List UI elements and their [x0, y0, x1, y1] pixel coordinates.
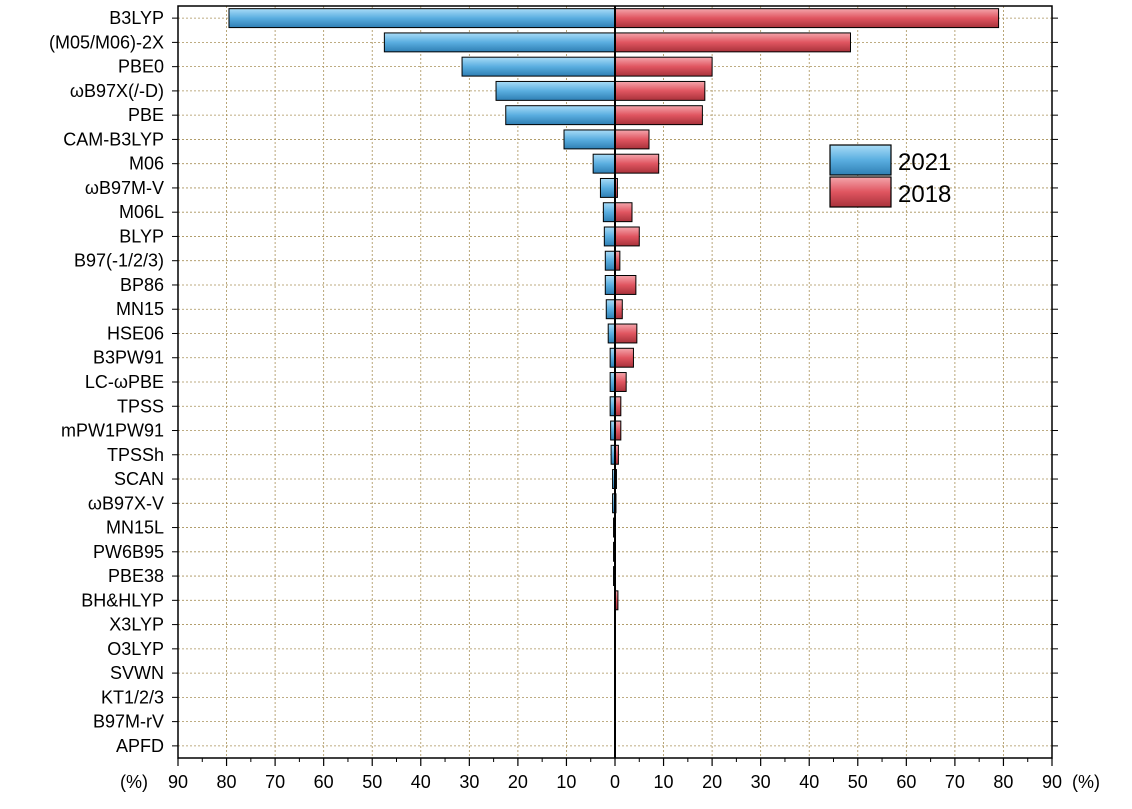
category-label: BP86: [120, 275, 164, 295]
category-label: BLYP: [119, 226, 164, 246]
category-label: APFD: [116, 736, 164, 756]
x-unit-label-right: (%): [1072, 772, 1100, 792]
category-label: B97(-1/2/3): [74, 251, 164, 271]
category-label: CAM-B3LYP: [63, 129, 164, 149]
category-label: B3PW91: [93, 348, 164, 368]
category-label: TPSSh: [107, 445, 164, 465]
bar-2018: [614, 372, 627, 392]
axes: [172, 5, 1058, 759]
x-tick-label: 30: [751, 772, 771, 792]
legend-swatch-2021: [829, 144, 892, 176]
category-label: B3LYP: [109, 8, 164, 28]
category-label: BH&HLYP: [81, 590, 164, 610]
bar-2018: [614, 80, 706, 101]
x-tick-label: 60: [896, 772, 916, 792]
bar-2021: [563, 129, 616, 150]
x-tick-label: 90: [1042, 772, 1062, 792]
x-tick-label: 40: [799, 772, 819, 792]
bar-2021: [599, 177, 616, 198]
category-label: ωB97X-V: [88, 493, 164, 513]
bar-2021: [604, 275, 616, 295]
x-tick-label: 90: [168, 772, 188, 792]
x-tick-label: 40: [411, 772, 431, 792]
bar-2021: [607, 323, 616, 344]
bar-2021: [383, 32, 616, 53]
category-label: B97M-rV: [93, 712, 164, 732]
category-label: M06L: [119, 202, 164, 222]
bar-2021: [461, 56, 616, 77]
bar-2018: [614, 32, 851, 53]
legend-label-2018: 2018: [898, 181, 951, 208]
category-label: PBE0: [118, 57, 164, 77]
bar-2018: [614, 299, 623, 320]
category-label: HSE06: [107, 323, 164, 343]
bar-2018: [614, 56, 713, 77]
bar-2018: [614, 347, 634, 368]
x-tick-label: 10: [654, 772, 674, 792]
bar-2018: [614, 105, 703, 126]
category-label: PBE38: [108, 566, 164, 586]
category-label: M06: [129, 154, 164, 174]
bar-2018: [614, 275, 637, 295]
category-label: PBE: [128, 105, 164, 125]
category-label: X3LYP: [109, 615, 164, 635]
category-labels: B3LYP (M05/M06)-2X PBE0 ωB97X(/-D) PBE CAM-B3…: [49, 8, 164, 756]
category-label: O3LYP: [107, 639, 164, 659]
x-tick-label: 30: [459, 772, 479, 792]
category-label: MN15L: [106, 518, 164, 538]
bar-2018: [614, 153, 660, 174]
bar-2021: [603, 226, 616, 247]
bar-2021: [228, 8, 616, 29]
bar-2021: [602, 202, 616, 223]
bar-2018: [614, 323, 638, 344]
x-axis-ticks: 90 80 70 60 50 40 30 20 10 0 10 20 30 40 50 60 70 80 90: [168, 758, 1062, 792]
legend-swatch-2018: [829, 176, 892, 208]
bar-2021: [592, 153, 616, 174]
category-label: ωB97X(/-D): [70, 81, 164, 101]
x-tick-label: 80: [217, 772, 237, 792]
bar-2018: [614, 202, 633, 223]
x-tick-label: 50: [848, 772, 868, 792]
category-label: KT1/2/3: [101, 687, 164, 707]
x-tick-label: 50: [362, 772, 382, 792]
x-tick-label: 20: [508, 772, 528, 792]
legend: 2021 2018: [829, 144, 951, 208]
legend-label-2021: 2021: [898, 149, 951, 176]
category-label: mPW1PW91: [61, 421, 164, 441]
bar-2018: [614, 8, 1000, 29]
category-label: SVWN: [110, 663, 164, 683]
x-tick-label: 0: [610, 772, 620, 792]
category-label: (M05/M06)-2X: [49, 32, 164, 52]
category-label: SCAN: [114, 469, 164, 489]
category-label: LC-ωPBE: [85, 372, 164, 392]
category-label: MN15: [116, 299, 164, 319]
x-tick-label: 70: [945, 772, 965, 792]
category-label: PW6B95: [93, 542, 164, 562]
x-unit-label-left: (%): [120, 772, 148, 792]
x-tick-label: 70: [265, 772, 285, 792]
bar-2021: [605, 299, 616, 320]
x-tick-label: 60: [314, 772, 334, 792]
bar-2021: [604, 250, 616, 271]
bar-2021: [495, 80, 616, 101]
bar-2018: [614, 129, 650, 150]
category-label: ωB97M-V: [85, 178, 164, 198]
category-label: TPSS: [117, 396, 164, 416]
x-tick-label: 20: [702, 772, 722, 792]
x-tick-label: 80: [993, 772, 1013, 792]
x-tick-label: 10: [556, 772, 576, 792]
bar-2021: [505, 105, 616, 126]
bar-2018: [614, 226, 640, 247]
